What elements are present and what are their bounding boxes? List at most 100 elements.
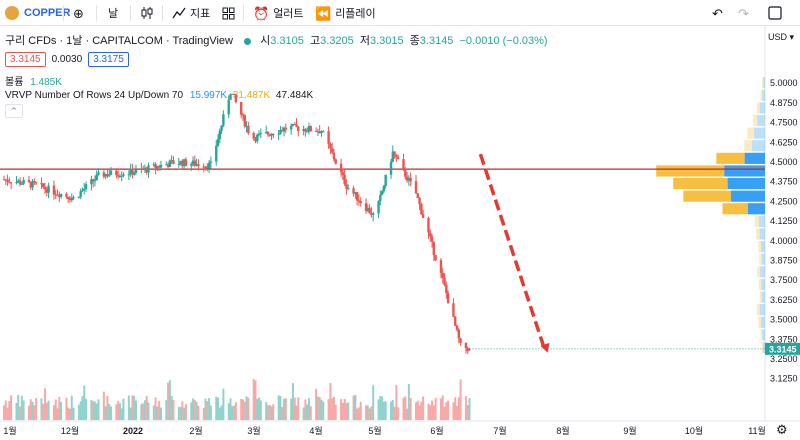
candle-body <box>165 164 168 166</box>
indicators-button[interactable]: 지표 <box>172 0 210 26</box>
volume-bar <box>402 397 405 420</box>
candle-body <box>127 174 131 176</box>
volume-bar <box>217 397 220 420</box>
vrvp-down-bar <box>756 228 760 240</box>
volume-bar <box>266 405 269 420</box>
compare-button[interactable]: ⊕ <box>73 0 84 26</box>
price-tick-label: 3.8750 <box>770 256 798 266</box>
toolbar-divider <box>63 5 64 21</box>
volume-bar <box>90 399 93 420</box>
volume-bar <box>466 405 469 420</box>
candle-body <box>252 133 255 139</box>
candle-body <box>370 213 373 216</box>
replay-button[interactable]: ⏪ 리플레이 <box>315 0 376 26</box>
candle-body <box>347 188 350 190</box>
price-tick-label: 3.7500 <box>770 275 798 285</box>
candle-body <box>466 348 469 352</box>
candles-icon <box>141 7 153 19</box>
volume-bar <box>322 401 325 420</box>
layouts-button[interactable] <box>222 0 235 26</box>
candle-body <box>316 131 320 133</box>
vrvp-down-bar <box>756 102 760 114</box>
volume-bar <box>404 396 407 420</box>
volume-bar <box>68 408 71 420</box>
open-label: 시 <box>260 35 271 47</box>
candle-body <box>379 194 382 201</box>
low-value: 3.3015 <box>369 35 404 47</box>
volume-bar <box>332 396 335 420</box>
volume-bar <box>77 404 80 420</box>
undo-button[interactable]: ↶ <box>712 0 723 26</box>
alert-button[interactable]: ⏰ 얼러트 <box>253 0 304 26</box>
volume-bar <box>122 398 125 420</box>
time-tick-label: 11월 <box>748 425 766 436</box>
candle-body <box>91 179 95 182</box>
replay-label: 리플레이 <box>335 8 376 20</box>
candle-body <box>116 175 120 177</box>
interval-button[interactable]: 날 <box>108 0 118 26</box>
sell-button[interactable]: 3.3145 <box>5 52 46 67</box>
volume-bar <box>93 401 96 420</box>
redo-button[interactable]: ↷ <box>738 0 749 26</box>
price-chart[interactable]: 5.0000 4.8750 4.7500 4.6250 4.5000 4.3750 4.25… <box>0 26 800 440</box>
chart-settings-button[interactable]: ⚙ <box>776 422 788 438</box>
candle-body <box>257 133 261 135</box>
buy-button[interactable]: 3.3175 <box>88 52 129 67</box>
chart-legend: 구리 CFDs · 1날 · CAPITALCOM · TradingView … <box>5 32 548 48</box>
candle-body <box>190 164 193 166</box>
candle-body <box>455 325 459 330</box>
volume-bar <box>429 405 432 420</box>
volume-bar <box>390 401 393 420</box>
vrvp-up-bar <box>754 127 765 139</box>
vrvp-up-bar <box>724 165 765 177</box>
candles <box>2 93 471 355</box>
candle-body <box>115 170 118 176</box>
volume-bar <box>29 399 32 420</box>
volume-bar <box>179 407 182 420</box>
volume-bar <box>54 399 57 420</box>
volume-bar <box>229 398 232 420</box>
market-open-icon <box>244 37 252 45</box>
candle-body <box>430 236 434 242</box>
toolbar-divider <box>130 5 131 21</box>
volume-bar <box>340 399 343 420</box>
volume-bar <box>168 380 171 420</box>
volume-bar <box>202 407 205 420</box>
volume-bar <box>233 405 236 420</box>
price-tick-label: 3.2500 <box>770 354 798 364</box>
vrvp-legend[interactable]: VRVP Number Of Rows 24 Up/Down 70 15.997… <box>5 90 313 101</box>
vrvp-down-bar <box>758 316 761 328</box>
volume-bar <box>227 403 230 420</box>
candle-body <box>65 193 68 197</box>
volume-bar <box>397 407 400 420</box>
candle-body <box>90 179 93 185</box>
vrvp-up-bar <box>760 266 765 278</box>
chart-type-button[interactable] <box>140 0 154 26</box>
volume-bar <box>167 382 170 420</box>
volume-bar <box>254 380 257 420</box>
candle-body <box>129 168 132 175</box>
volume-bar <box>418 405 421 420</box>
candle-body <box>407 178 411 181</box>
volume-bar <box>327 399 330 420</box>
volume-bar <box>67 407 70 420</box>
vrvp-down-bar <box>761 77 764 89</box>
candle-body <box>227 99 230 115</box>
volume-bar <box>258 397 261 420</box>
volume-bar <box>165 400 168 420</box>
candle-body <box>457 329 460 339</box>
candle-body <box>259 133 263 135</box>
volume-bar <box>106 396 109 420</box>
volume-bar <box>279 396 282 420</box>
vrvp-down-bar <box>747 127 755 139</box>
volume-bar <box>197 405 200 420</box>
volume-bar <box>92 401 95 420</box>
candle-body <box>156 166 159 169</box>
close-value: 3.3145 <box>419 35 454 47</box>
fullscreen-button[interactable] <box>768 0 782 26</box>
candle-body <box>42 183 45 188</box>
currency-selector[interactable]: USD ▾ <box>768 32 794 43</box>
symbol-search[interactable]: COPPER <box>5 0 70 26</box>
volume-legend[interactable]: 볼륨 1.485K <box>5 73 62 88</box>
legend-collapse-button[interactable]: ⌃ <box>5 104 23 118</box>
